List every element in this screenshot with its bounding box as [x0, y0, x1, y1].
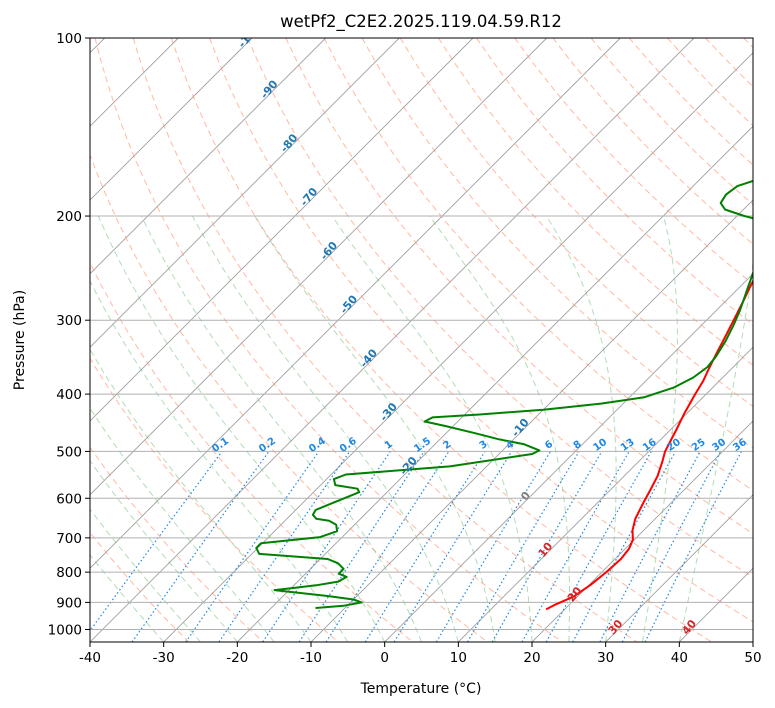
- isotherm-line: [90, 38, 548, 496]
- mixing-ratio-line: [621, 451, 722, 642]
- dry-adiabat-line: [247, 38, 753, 578]
- dry-adiabat-line: [285, 38, 753, 535]
- mixing-ratio-line: [521, 451, 630, 642]
- mixing-ratio-line: [90, 451, 223, 632]
- dry-adiabat-line: [170, 38, 712, 642]
- x-tick-label: 0: [380, 650, 389, 666]
- isotherm-line: [384, 273, 753, 642]
- x-tick-label: -10: [300, 650, 322, 666]
- y-tick-label: 600: [56, 491, 82, 507]
- moist-adiabat-line: [192, 215, 459, 642]
- mixing-ratio-line: [185, 451, 320, 642]
- y-tick-label: 200: [56, 209, 82, 225]
- mixing-ratio-line: [262, 451, 391, 642]
- y-tick-label: 400: [56, 387, 82, 403]
- moist-adiabat-line: [642, 215, 678, 642]
- moist-adiabat-line: [90, 459, 238, 642]
- profile-lines: [255, 179, 753, 611]
- y-axis-label: Pressure (hPa): [12, 290, 28, 390]
- plot-frame: [89, 37, 754, 643]
- moist-adiabat-line: [90, 407, 275, 642]
- x-tick-label: 10: [450, 650, 467, 666]
- isotherm-line: [163, 52, 753, 642]
- moist-adiabat-line: [546, 215, 617, 642]
- dry-adiabat-line: [323, 38, 753, 492]
- y-tick-label: 100: [56, 31, 82, 47]
- dewpoint-profile-line: [255, 179, 753, 609]
- background-lines: [90, 38, 753, 642]
- x-tick-label: -40: [79, 650, 101, 666]
- y-tick-label: 500: [56, 444, 82, 460]
- x-axis-label: Temperature (°C): [360, 681, 482, 697]
- moist-adiabat-line: [331, 215, 533, 642]
- dry-adiabat-line: [94, 38, 563, 642]
- isotherm-line: [457, 346, 753, 642]
- isotherm-line: [90, 38, 400, 348]
- isotherm-line: [90, 38, 253, 201]
- moist-adiabat-line: [429, 215, 570, 642]
- x-tick-label: 50: [744, 650, 761, 666]
- dry-adiabat-line: [132, 38, 638, 642]
- y-tick-label: 1000: [48, 622, 82, 638]
- isotherm-line: [90, 38, 327, 275]
- isotherm-line: [90, 38, 474, 422]
- mixing-ratio-line: [131, 451, 270, 642]
- axes: -40 -30 -20 -10 0 10 20 30 40 50 100 200 300 400 500 60…: [48, 31, 762, 666]
- mixing-ratio-line: [644, 451, 743, 642]
- moist-adiabat-line: [678, 259, 753, 642]
- moist-adiabat-line: [140, 215, 422, 642]
- x-tick-label: -20: [226, 650, 248, 666]
- dry-adiabat-line: [476, 38, 753, 326]
- y-tick-label: 900: [56, 595, 82, 611]
- mixing-ratio-line: [298, 451, 425, 642]
- moist-adiabat-line: [97, 215, 386, 642]
- mixing-ratio-line: [393, 451, 513, 642]
- dry-adiabat-line: [90, 153, 488, 642]
- moist-adiabat-line: [90, 348, 312, 642]
- dry-adiabat-line: [209, 38, 753, 623]
- mixing-ratio-line: [325, 451, 450, 642]
- isotherm-line: [605, 494, 753, 642]
- dry-adiabat-line: [437, 38, 753, 366]
- temperature-profile-line: [545, 279, 753, 611]
- mixing-ratio-line: [545, 451, 652, 642]
- chart-title: wetPf2_C2E2.2025.119.04.59.R12: [280, 12, 562, 32]
- pressure-grid: [90, 38, 753, 630]
- x-tick-label: 30: [597, 650, 614, 666]
- dry-adiabat-line: [90, 446, 264, 642]
- isotherm-line: [236, 125, 753, 642]
- dry-adiabat-line: [90, 261, 414, 642]
- y-tick-label: 300: [56, 313, 82, 329]
- y-tick-label: 700: [56, 531, 82, 547]
- x-tick-label: 20: [523, 650, 540, 666]
- isotherm-line: [90, 38, 621, 569]
- mixing-ratio-line: [218, 451, 351, 642]
- x-tick-label: -30: [153, 650, 175, 666]
- y-tick-label: 800: [56, 565, 82, 581]
- x-tick-label: 40: [671, 650, 688, 666]
